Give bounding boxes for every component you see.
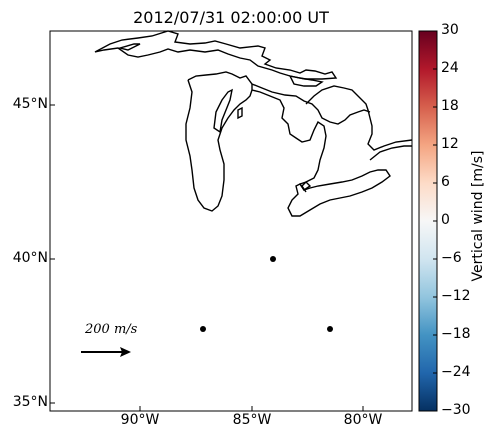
georgian-bay-shore	[305, 85, 413, 151]
lon-label: 80°W	[343, 412, 383, 428]
map-frame	[49, 30, 413, 412]
colorbar-tick-label: −6	[441, 250, 462, 266]
station-marker	[327, 326, 333, 332]
upper-peninsula-shore	[187, 71, 371, 125]
colorbar-label: Vertical wind [m/s]	[470, 150, 486, 282]
colorbar-tick-label: 30	[441, 22, 459, 38]
colorbar-tick-label: −18	[441, 326, 471, 342]
isle-royale	[117, 43, 141, 51]
axis-ticks	[50, 104, 364, 411]
lat-label: 45°N	[12, 96, 48, 112]
lake-huron-shore	[251, 89, 327, 193]
lat-label: 35°N	[12, 394, 48, 410]
colorbar-tick-label: 0	[441, 212, 450, 228]
colorbar-tick-label: 12	[441, 136, 459, 152]
colorbar-ticks	[433, 30, 437, 412]
green-bay-shore	[213, 88, 233, 134]
manitoulin-island	[288, 75, 324, 87]
lake-erie-shore	[287, 169, 391, 217]
ontario-shore-east	[369, 145, 412, 161]
station-markers	[200, 256, 333, 332]
colorbar-tick-label: −30	[441, 402, 471, 418]
lon-label: 85°W	[232, 412, 272, 428]
lon-label: 90°W	[120, 412, 160, 428]
map-title: 2012/07/31 02:00:00 UT	[133, 8, 329, 27]
colorbar-tick-label: 18	[441, 98, 459, 114]
colorbar-tick-label: 6	[441, 174, 450, 190]
colorbar-tick-label: −12	[441, 288, 471, 304]
lat-label: 40°N	[12, 250, 48, 266]
coastlines	[94, 30, 413, 217]
lake-st-clair	[298, 181, 312, 191]
scale-vector	[81, 347, 131, 357]
station-marker	[270, 256, 276, 262]
station-marker	[200, 326, 206, 332]
lake-michigan-shore	[185, 79, 253, 212]
scale-vector-label: 200 m/s	[85, 322, 138, 337]
lake-superior-shore	[94, 30, 338, 80]
colorbar-tick-label: −24	[441, 364, 471, 380]
beaver-island	[237, 106, 243, 120]
colorbar-tick-label: 24	[441, 60, 459, 76]
